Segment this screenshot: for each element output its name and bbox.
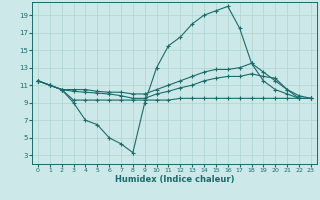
X-axis label: Humidex (Indice chaleur): Humidex (Indice chaleur) bbox=[115, 175, 234, 184]
